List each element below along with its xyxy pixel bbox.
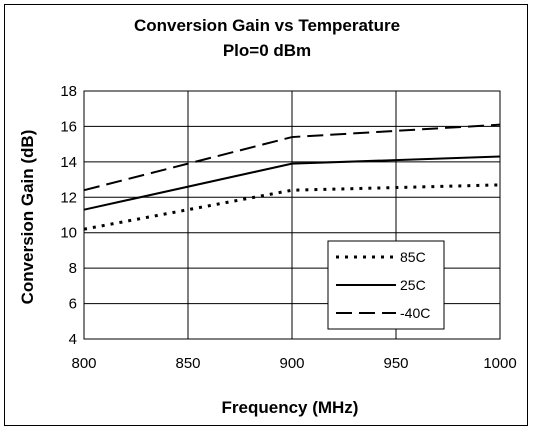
series-line--40C: [83, 123, 501, 192]
y-tick-label: 12: [60, 189, 77, 206]
chart-subtitle: Plo=0 dBm: [223, 41, 311, 60]
legend-label: 85C: [400, 249, 426, 265]
y-tick-label: 14: [60, 154, 77, 171]
chart-frame: Conversion Gain vs Temperature Plo=0 dBm…: [4, 4, 528, 426]
y-tick-label: 8: [69, 260, 77, 277]
y-tick-label: 10: [60, 225, 77, 242]
series-lines: [83, 123, 501, 231]
y-tick-label: 16: [60, 118, 77, 135]
y-tick-label: 6: [69, 296, 77, 313]
x-tick-label: 1000: [483, 355, 516, 372]
tick-labels: 4 6 8 10 12 14 16 18 800 850 900 950 1000: [60, 83, 516, 372]
legend-label: 25C: [400, 277, 426, 293]
x-tick-label: 900: [279, 355, 304, 372]
y-tick-label: 18: [60, 83, 77, 100]
y-axis-label: Conversion Gain (dB): [18, 130, 37, 305]
legend: 85C 25C -40C: [327, 240, 445, 330]
chart-svg: Conversion Gain vs Temperature Plo=0 dBm…: [18, 16, 517, 417]
x-tick-label: 850: [175, 355, 200, 372]
chart-title: Conversion Gain vs Temperature: [134, 16, 400, 35]
x-axis-label: Frequency (MHz): [222, 398, 359, 417]
legend-label: -40C: [400, 305, 430, 321]
x-tick-label: 800: [71, 355, 96, 372]
y-tick-label: 4: [69, 331, 77, 348]
grid: [83, 90, 501, 340]
series-line-25C: [83, 155, 501, 211]
x-tick-label: 950: [383, 355, 408, 372]
